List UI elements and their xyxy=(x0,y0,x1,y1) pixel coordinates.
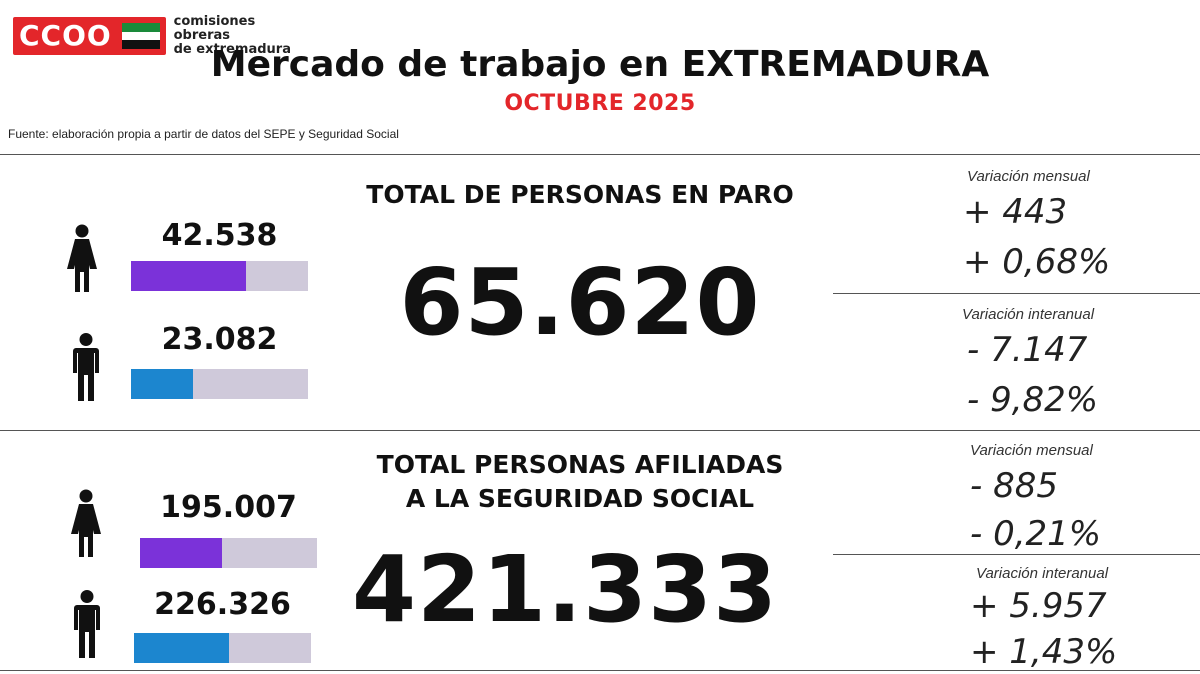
man-icon xyxy=(73,333,99,401)
logo-wordmark: CCOO xyxy=(19,19,112,52)
paro-women-bar xyxy=(131,261,308,291)
afiliados-men-bar xyxy=(134,633,311,663)
org-line-2: de extremadura xyxy=(173,42,291,57)
divider-bottom xyxy=(0,670,1200,671)
divider-top xyxy=(0,154,1200,155)
afiliados-total: 421.333 xyxy=(351,536,779,643)
source-note: Fuente: elaboración propia a partir de d… xyxy=(8,127,399,141)
afiliados-men-bar-fill xyxy=(134,633,230,663)
extremadura-flag-icon xyxy=(121,23,160,49)
paro-total: 65.620 xyxy=(399,249,761,356)
afiliados-monthly-pct: - 0,21% xyxy=(970,514,1102,554)
divider-afiliados-right xyxy=(833,554,1200,555)
paro-yearly-abs: - 7.147 xyxy=(967,330,1088,370)
woman-icon xyxy=(67,224,97,292)
paro-title: TOTAL DE PERSONAS EN PARO xyxy=(366,180,794,209)
afiliados-title-line-1: TOTAL PERSONAS AFILIADAS xyxy=(376,450,784,479)
logo-mark: CCOO xyxy=(13,17,166,55)
paro-men-bar xyxy=(131,369,308,399)
afiliados-monthly-abs: - 885 xyxy=(970,466,1058,506)
afiliados-yearly-pct: + 1,43% xyxy=(970,632,1118,672)
afiliados-title: TOTAL PERSONAS AFILIADAS A LA SEGURIDAD … xyxy=(340,448,820,516)
paro-monthly-pct: + 0,68% xyxy=(963,242,1111,282)
paro-yearly-label: Variación interanual xyxy=(962,306,1095,323)
paro-men-count: 23.082 xyxy=(161,322,278,357)
paro-yearly-pct: - 9,82% xyxy=(967,380,1099,420)
divider-paro-right xyxy=(833,293,1200,294)
afiliados-title-line-2: A LA SEGURIDAD SOCIAL xyxy=(405,484,755,513)
page-subtitle: OCTUBRE 2025 xyxy=(504,91,696,116)
man-icon xyxy=(74,590,100,658)
paro-monthly-label: Variación mensual xyxy=(967,168,1090,185)
afiliados-yearly-label: Variación interanual xyxy=(976,565,1109,582)
afiliados-monthly-label: Variación mensual xyxy=(970,442,1093,459)
woman-icon xyxy=(71,489,101,557)
org-name: comisiones obreras de extremadura xyxy=(174,15,313,57)
afiliados-men-count: 226.326 xyxy=(154,587,291,622)
afiliados-women-bar-fill xyxy=(140,538,222,568)
afiliados-women-bar xyxy=(140,538,317,568)
afiliados-yearly-abs: + 5.957 xyxy=(970,586,1107,626)
paro-men-bar-fill xyxy=(131,369,194,399)
paro-monthly-abs: + 443 xyxy=(963,192,1068,232)
org-line-1: comisiones obreras xyxy=(173,14,256,43)
afiliados-women-count: 195.007 xyxy=(160,490,297,525)
paro-women-count: 42.538 xyxy=(161,218,278,253)
paro-women-bar-fill xyxy=(131,261,246,291)
page-title: Mercado de trabajo en EXTREMADURA xyxy=(210,44,990,85)
ccoo-logo: CCOO comisiones obreras de extremadura xyxy=(13,15,313,57)
divider-middle xyxy=(0,430,1200,431)
